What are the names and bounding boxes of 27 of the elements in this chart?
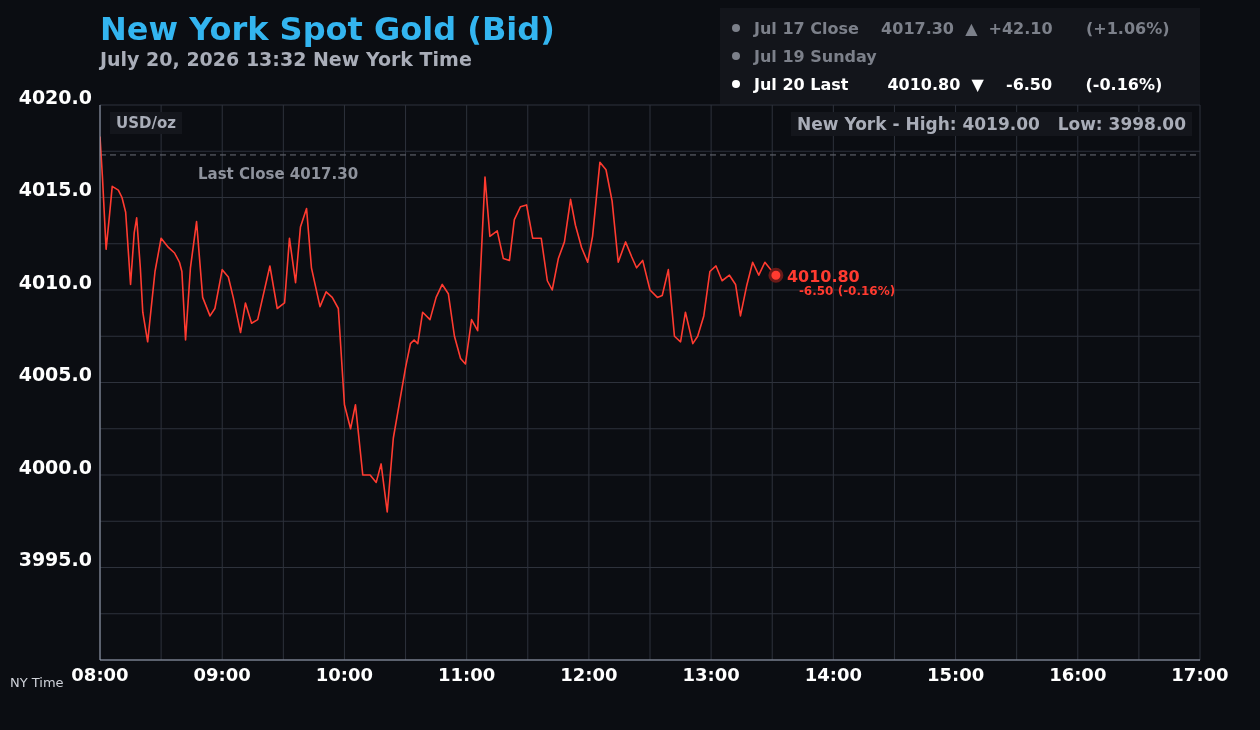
annotation: -6.50 (-0.16%) — [798, 284, 896, 299]
chart-subtitle: July 20, 2026 13:32 New York Time — [100, 48, 472, 70]
x-tick-label: 13:00 — [682, 663, 740, 685]
y-axis-title: USD/oz — [110, 112, 182, 134]
text: Jul 20 Last 4010.80 ▼ -6.50 (-0.16%) — [754, 74, 1163, 94]
x-tick-label: 12:00 — [560, 663, 618, 685]
y-tick-label: 4015.0 — [18, 178, 92, 201]
ref-line-label: Last Close 4017.30 — [198, 164, 359, 183]
y-tick-label: 4010.0 — [18, 270, 92, 293]
annotation: New York - High: 4019.00 Low: 3998.00 — [791, 112, 1192, 136]
x-tick-label: 16:00 — [1049, 663, 1107, 685]
chart-title: New York Spot Gold (Bid) — [100, 10, 555, 48]
text: Jul 17 Close 4017.30 ▲ +42.10 (+1.06%) — [754, 18, 1170, 38]
y-tick-label: 3995.0 — [18, 548, 92, 571]
x-tick-label: 08:00 — [71, 663, 129, 685]
annotation: 4010.80 — [786, 266, 860, 286]
x-tick-label: 15:00 — [926, 663, 985, 685]
y-tick-label: 4000.0 — [18, 455, 92, 478]
y-tick-label: 4020.0 — [18, 85, 92, 108]
text: Jul 19 Sunday — [754, 46, 877, 66]
x-tick-label: 09:00 — [193, 663, 251, 685]
x-tick-label: 14:00 — [804, 663, 862, 685]
x-tick-label: 17:00 — [1171, 663, 1229, 685]
x-axis-title: NY Time — [10, 675, 64, 690]
x-tick-label: 10:00 — [315, 663, 374, 685]
x-tick-label: 11:00 — [438, 663, 496, 685]
y-tick-label: 4005.0 — [18, 363, 92, 386]
